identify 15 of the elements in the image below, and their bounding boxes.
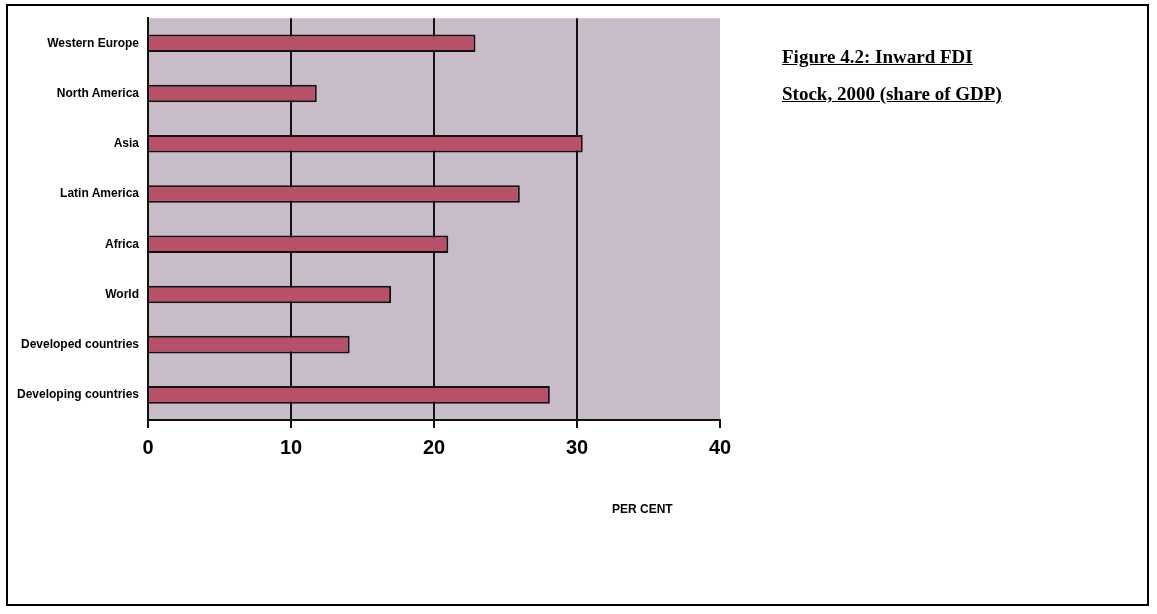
x-tick-label: 20 bbox=[422, 435, 446, 458]
y-tick-label: Asia bbox=[113, 136, 140, 151]
x-tick-label: 10 bbox=[279, 435, 303, 458]
x-tick-label: 30 bbox=[565, 435, 589, 458]
y-tick-label: North America bbox=[56, 85, 140, 100]
y-tick-label: Western Europe bbox=[47, 35, 140, 50]
y-tick-label: Developed countries bbox=[20, 336, 140, 351]
y-tick-label: World bbox=[105, 286, 140, 301]
text: Figure 4.2: Inward FDI Stock, 2000 (share of GDP) bbox=[782, 45, 1002, 106]
x-tick-label: 40 bbox=[708, 435, 732, 458]
y-tick-label: Latin America bbox=[60, 186, 140, 201]
y-tick-label: Developing countries bbox=[16, 387, 140, 402]
x-axis-title: PER CENT bbox=[612, 502, 673, 516]
x-tick-label: 0 bbox=[142, 435, 154, 458]
y-tick-label: Africa bbox=[105, 236, 140, 251]
